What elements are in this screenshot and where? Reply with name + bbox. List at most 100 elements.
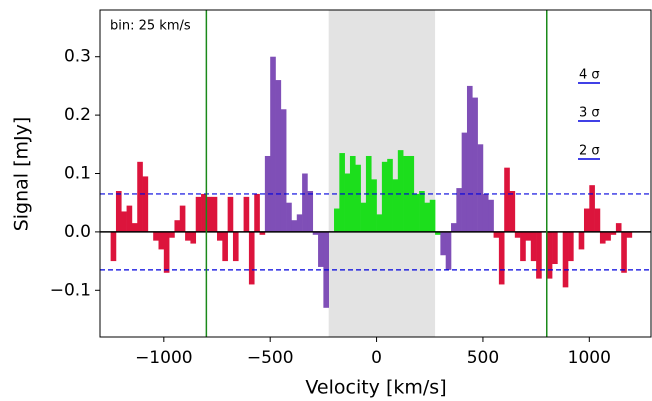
- bar: [339, 153, 345, 232]
- bar: [397, 150, 404, 232]
- bar: [291, 220, 298, 232]
- bar: [248, 231, 255, 285]
- bar: [504, 167, 510, 232]
- bar: [355, 164, 361, 232]
- bar: [466, 85, 473, 232]
- bar: [195, 196, 202, 232]
- bar: [360, 202, 367, 232]
- bar: [546, 231, 553, 279]
- bar: [536, 231, 542, 279]
- sigma-label: 2 σ: [579, 144, 600, 159]
- bar: [153, 231, 159, 241]
- bar: [589, 185, 595, 232]
- bar: [201, 193, 207, 232]
- sigma-label: 4 σ: [579, 68, 600, 83]
- bar: [254, 193, 260, 232]
- x-tick-label: 1000: [568, 348, 611, 368]
- bar: [509, 191, 516, 232]
- bar: [626, 231, 633, 238]
- bar: [217, 231, 223, 241]
- bar: [275, 80, 282, 232]
- bar: [243, 196, 250, 232]
- bar: [599, 231, 606, 244]
- x-tick-label: −1000: [135, 348, 193, 368]
- bar: [137, 161, 143, 232]
- bar: [615, 223, 622, 232]
- bar: [605, 231, 611, 241]
- bar: [477, 144, 484, 232]
- bar: [169, 231, 175, 238]
- bar: [185, 231, 191, 241]
- bar: [270, 56, 276, 232]
- bar: [562, 231, 569, 288]
- bar: [110, 231, 117, 262]
- bar: [264, 155, 271, 232]
- bar: [456, 188, 462, 232]
- bar: [392, 179, 399, 232]
- bar: [312, 231, 319, 235]
- y-tick-label: −0.1: [50, 280, 91, 300]
- bar: [371, 179, 377, 232]
- bar: [583, 208, 590, 232]
- bar: [232, 231, 239, 262]
- bar: [424, 202, 431, 232]
- bar: [227, 196, 234, 232]
- bar: [211, 196, 218, 232]
- bar: [296, 214, 303, 232]
- bar: [222, 231, 228, 262]
- bar: [387, 158, 393, 232]
- bar: [419, 191, 425, 232]
- bar: [142, 176, 149, 232]
- bar: [525, 231, 532, 241]
- x-tick-label: −500: [247, 348, 294, 368]
- y-tick-label: 0.2: [64, 105, 91, 125]
- bar: [413, 193, 420, 232]
- y-tick-label: 0.1: [64, 164, 91, 184]
- bar: [488, 199, 494, 232]
- bar: [520, 231, 526, 262]
- x-tick-label: 500: [467, 348, 499, 368]
- bar: [206, 196, 212, 232]
- bar: [493, 231, 500, 238]
- bar: [498, 231, 505, 285]
- bar: [318, 231, 324, 267]
- bar: [435, 231, 441, 235]
- bar: [259, 231, 266, 235]
- y-tick-label: 0.0: [64, 222, 91, 242]
- sigma-label: 3 σ: [579, 106, 600, 121]
- bar: [334, 208, 340, 232]
- y-tick-label: 0.3: [64, 47, 91, 67]
- bar: [115, 191, 122, 232]
- bar: [429, 199, 436, 232]
- bar: [472, 97, 478, 232]
- bar: [179, 205, 186, 232]
- bar: [126, 205, 133, 232]
- bar: [578, 231, 585, 250]
- bar: [594, 208, 601, 232]
- y-axis-label: Signal [mJy]: [11, 117, 33, 232]
- bar: [445, 231, 452, 270]
- x-tick-label: 0: [371, 348, 382, 368]
- bar: [552, 231, 558, 265]
- bar: [190, 231, 197, 244]
- bar: [307, 191, 314, 232]
- bar: [621, 231, 627, 273]
- bar: [376, 214, 383, 232]
- bar: [514, 231, 521, 238]
- bar: [286, 202, 292, 232]
- bar: [131, 223, 138, 232]
- bar: [530, 231, 537, 262]
- bar: [610, 231, 617, 235]
- bar: [280, 109, 287, 232]
- bar: [482, 193, 489, 232]
- bar: [440, 231, 447, 256]
- bar: [461, 132, 468, 232]
- bar: [121, 211, 127, 232]
- bar: [302, 173, 308, 232]
- bar: [158, 231, 165, 250]
- bar: [568, 231, 574, 262]
- bar: [174, 220, 181, 232]
- bar: [163, 231, 170, 273]
- annotation: bin: 25 km/s: [110, 19, 191, 34]
